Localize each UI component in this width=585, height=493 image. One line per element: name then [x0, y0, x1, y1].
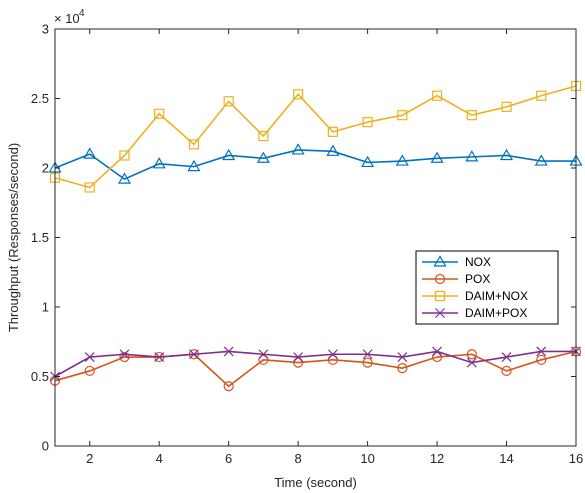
x-tick-label: 2 [86, 451, 93, 466]
x-tick-label: 16 [569, 451, 583, 466]
data-point [536, 346, 547, 357]
data-point [397, 352, 408, 362]
y-exponent-base: × 10 [54, 11, 80, 26]
series-layer [48, 80, 583, 392]
data-point [326, 144, 340, 156]
y-tick-label: 2.5 [31, 91, 49, 106]
data-point [499, 148, 514, 161]
data-point [534, 154, 548, 166]
y-tick-label: 0 [42, 439, 49, 454]
data-point [84, 365, 95, 377]
axes-layer: 2 4 6 8 10 12 14 16 0 0.5 1 1.5 2 2.5 3 [31, 22, 583, 467]
data-point [536, 90, 547, 101]
legend-marker [435, 308, 445, 318]
legend-entry: POX [422, 272, 490, 286]
data-point [536, 354, 547, 365]
legend-label: NOX [465, 255, 491, 269]
data-point [152, 157, 166, 169]
data-point [431, 90, 443, 101]
data-point [154, 108, 165, 119]
data-point [327, 126, 338, 137]
data-point [256, 151, 270, 163]
series-daim-pox [50, 346, 581, 382]
plot-area [55, 29, 576, 446]
legend-marker [434, 273, 446, 285]
x-tick-label: 12 [430, 451, 444, 466]
legend-entry: DAIM+NOX [422, 289, 528, 303]
data-point [432, 346, 442, 357]
data-point [501, 352, 512, 362]
data-point [154, 352, 165, 362]
data-point [84, 352, 95, 362]
x-tick-label: 14 [499, 451, 513, 466]
data-point [258, 354, 269, 365]
data-point [397, 110, 408, 121]
series-line [54, 85, 577, 189]
data-point [327, 354, 338, 365]
series-nox [48, 143, 583, 184]
legend-label: POX [465, 272, 490, 286]
data-point [361, 155, 375, 168]
data-point [501, 101, 512, 112]
data-point [119, 351, 130, 363]
series-daim-nox [49, 80, 582, 193]
data-point [188, 139, 200, 150]
x-tick-label: 10 [360, 451, 374, 466]
data-point [119, 349, 130, 360]
data-point [223, 381, 234, 392]
data-point [362, 117, 373, 128]
data-point [466, 349, 477, 360]
data-point [430, 151, 444, 163]
data-point [189, 349, 199, 360]
legend-entry: NOX [422, 255, 491, 269]
data-point [187, 159, 201, 172]
data-point [117, 172, 132, 184]
data-point [362, 349, 373, 360]
data-point [83, 147, 97, 159]
data-point [501, 365, 512, 377]
y-axis-label: Throughput (Responses/second) [6, 143, 21, 332]
x-tick-label: 8 [295, 451, 302, 466]
data-point [327, 349, 338, 360]
series-line [54, 149, 576, 181]
y-tick-label: 3 [42, 22, 49, 37]
x-tick-label: 4 [156, 451, 163, 466]
legend: NOX POX DAIM+NOX DAIM+POX [415, 250, 559, 325]
y-tick-label: 0.5 [31, 369, 49, 384]
data-point [258, 130, 269, 142]
data-point [119, 150, 130, 161]
y-tick-label: 1 [42, 300, 49, 315]
legend-items: NOX POX DAIM+NOX DAIM+POX [422, 255, 528, 320]
x-tick-label: 6 [225, 451, 232, 466]
data-point [466, 110, 477, 121]
data-point [362, 357, 373, 368]
y-exponent-power: 4 [79, 8, 85, 19]
data-point [223, 96, 234, 107]
data-point [397, 363, 408, 374]
y-tick-label: 1.5 [31, 230, 49, 245]
data-point [223, 346, 234, 357]
data-point [293, 357, 304, 368]
series-line [54, 350, 576, 378]
legend-marker [433, 255, 447, 267]
legend-label: DAIM+NOX [465, 289, 528, 303]
data-point [222, 148, 236, 161]
data-point [465, 150, 479, 162]
data-point [466, 357, 477, 368]
legend-marker [434, 290, 446, 302]
data-point [84, 182, 95, 193]
data-point [395, 154, 409, 166]
data-point [258, 349, 269, 360]
data-point [291, 143, 305, 155]
data-point [431, 351, 443, 363]
y-tick-label: 2 [42, 161, 49, 176]
legend-label: DAIM+POX [465, 306, 527, 320]
data-point [293, 352, 304, 362]
x-axis-label: Time (second) [274, 475, 357, 490]
data-point [293, 89, 304, 100]
series-line [54, 350, 577, 388]
legend-entry: DAIM+POX [422, 306, 527, 320]
